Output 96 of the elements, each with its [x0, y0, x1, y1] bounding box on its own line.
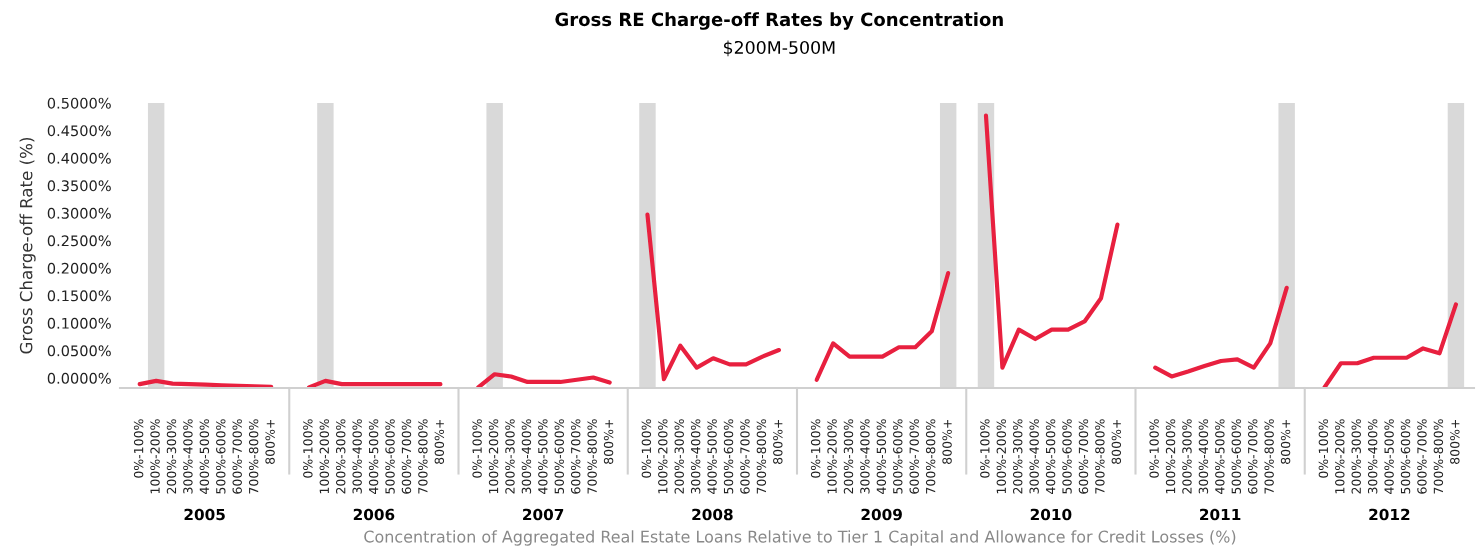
- x-tick-label: 800%+: [265, 419, 275, 464]
- x-tick-label: 700%-800%: [1095, 419, 1105, 494]
- x-tick-label: 300%-400%: [860, 419, 870, 494]
- x-tick-label: 100%-200%: [319, 419, 330, 494]
- chart-subtitle: $200M-500M: [724, 40, 835, 57]
- x-tick-label: 100%-200%: [488, 419, 499, 494]
- chart-title: Gross RE Charge-off Rates by Concentration: [555, 12, 1003, 30]
- x-tick-label: 300%-400%: [521, 419, 532, 494]
- x-tick-label: 300%-400%: [690, 419, 701, 494]
- x-tick-label: 200%-300%: [674, 419, 684, 494]
- x-tick-label: 0%-100%: [810, 419, 821, 478]
- x-tick-label: 300%-400%: [1029, 419, 1039, 494]
- y-tick-label: 0.5000%: [47, 97, 111, 109]
- x-tick-label: 0%-100%: [133, 419, 144, 478]
- y-axis-title: Gross Charge-off Rate (%): [19, 137, 36, 354]
- x-tick-label: 0%-100%: [472, 419, 482, 478]
- x-tick-label: 800%+: [603, 419, 614, 464]
- x-tick-label: 700%-800%: [248, 419, 259, 494]
- x-tick-label: 500%-600%: [1400, 419, 1411, 494]
- x-tick-label: 500%-600%: [893, 419, 903, 494]
- x-tick-label: 700%-800%: [1264, 419, 1274, 494]
- x-tick-label: 700%-800%: [925, 419, 936, 494]
- x-tick-label: 500%-600%: [385, 419, 395, 494]
- x-tick-label: 800%+: [942, 419, 952, 464]
- x-tick-label: 700%-800%: [587, 419, 597, 494]
- x-tick-label: 200%-300%: [1351, 419, 1361, 494]
- x-tick-label: 0%-100%: [303, 419, 313, 478]
- x-tick-label: 300%-400%: [1367, 419, 1378, 494]
- x-axis-title: 2011: [1200, 508, 1241, 521]
- x-tick-label: 500%-600%: [1231, 419, 1242, 494]
- x-tick-label: 200%-300%: [843, 419, 854, 494]
- y-tick-label: 0.2000%: [47, 262, 111, 274]
- y-tick-label: 0.0500%: [47, 345, 111, 357]
- x-tick-label: 600%-700%: [1078, 419, 1089, 494]
- x-tick-label: 500%-600%: [554, 419, 565, 494]
- x-tick-label: 800%+: [1450, 419, 1460, 464]
- x-axis-title: 2008: [692, 508, 733, 521]
- x-tick-label: 700%-800%: [756, 419, 767, 494]
- x-tick-label: 800%+: [434, 419, 445, 464]
- x-tick-label: 200%-300%: [166, 419, 177, 494]
- x-tick-label: 400%-500%: [1215, 419, 1225, 494]
- x-tick-label: 400%-500%: [1384, 419, 1394, 494]
- x-tick-label: 600%-700%: [401, 419, 412, 494]
- x-tick-label: 700%-800%: [1433, 419, 1444, 494]
- x-tick-label: 600%-700%: [1417, 419, 1427, 494]
- x-axis-title: 2010: [1030, 508, 1072, 521]
- x-tick-label: 200%-300%: [336, 419, 346, 494]
- x-axis-title: 2007: [523, 508, 564, 521]
- x-tick-label: 0%-100%: [980, 419, 990, 478]
- x-tick-label: 800%+: [773, 419, 783, 464]
- x-tick-label: 600%-700%: [909, 419, 919, 494]
- y-tick-label: 0.0000%: [47, 372, 111, 384]
- x-tick-label: 300%-400%: [352, 419, 362, 494]
- x-tick-label: 800%+: [1111, 419, 1122, 464]
- x-tick-label: 300%-400%: [1198, 419, 1209, 494]
- x-tick-label: 0%-100%: [1149, 419, 1159, 478]
- x-tick-label: 200%-300%: [505, 419, 515, 494]
- x-tick-label: 100%-200%: [150, 419, 160, 494]
- x-tick-label: 500%-600%: [723, 419, 734, 494]
- x-tick-label: 100%-200%: [1335, 419, 1345, 494]
- x-tick-label: 400%-500%: [199, 419, 210, 494]
- x-axis-title: 2005: [184, 508, 225, 521]
- x-tick-label: 600%-700%: [570, 419, 581, 494]
- x-tick-label: 300%-400%: [183, 419, 193, 494]
- y-tick-label: 0.1500%: [47, 290, 111, 302]
- y-tick-label: 0.4000%: [47, 152, 111, 164]
- x-tick-label: 0%-100%: [1318, 419, 1329, 478]
- x-tick-label: 100%-200%: [996, 419, 1007, 494]
- line-series: [137, 378, 274, 388]
- x-axis-title: 2012: [1369, 508, 1410, 521]
- x-tick-label: 0%-100%: [641, 419, 652, 478]
- x-tick-label: 700%-800%: [418, 419, 428, 494]
- x-tick-label: 400%-500%: [876, 419, 887, 494]
- x-tick-label: 600%-700%: [740, 419, 750, 494]
- x-tick-label: 400%-500%: [1045, 419, 1056, 494]
- x-tick-label: 500%-600%: [1062, 419, 1072, 494]
- y-tick-label: 0.4500%: [47, 125, 111, 137]
- x-tick-label: 400%-500%: [707, 419, 717, 494]
- x-tick-label: 400%-500%: [538, 419, 548, 494]
- x-axis-title: 2009: [861, 508, 902, 521]
- text: Concentration of Aggregated Real Estate Loans Relative to Tier 1 Capital and Allowance for Credit Losses (%): [364, 530, 1236, 546]
- x-tick-label: 600%-700%: [1247, 419, 1258, 494]
- x-tick-label: 100%-200%: [1165, 419, 1176, 494]
- x-tick-label: 100%-200%: [658, 419, 668, 494]
- x-tick-label: 600%-700%: [232, 419, 242, 494]
- x-tick-label: 200%-300%: [1182, 419, 1192, 494]
- x-tick-label: 200%-300%: [1013, 419, 1023, 494]
- x-tick-label: 400%-500%: [368, 419, 379, 494]
- x-axis-title: 2006: [353, 508, 395, 521]
- x-tick-label: 500%-600%: [216, 419, 226, 494]
- x-tick-label: 100%-200%: [827, 419, 837, 494]
- x-tick-label: 800%+: [1280, 419, 1291, 464]
- y-tick-label: 0.3500%: [47, 180, 111, 192]
- y-tick-label: 0.2500%: [47, 235, 111, 247]
- y-tick-label: 0.3000%: [47, 207, 111, 219]
- y-tick-label: 0.1000%: [47, 317, 111, 329]
